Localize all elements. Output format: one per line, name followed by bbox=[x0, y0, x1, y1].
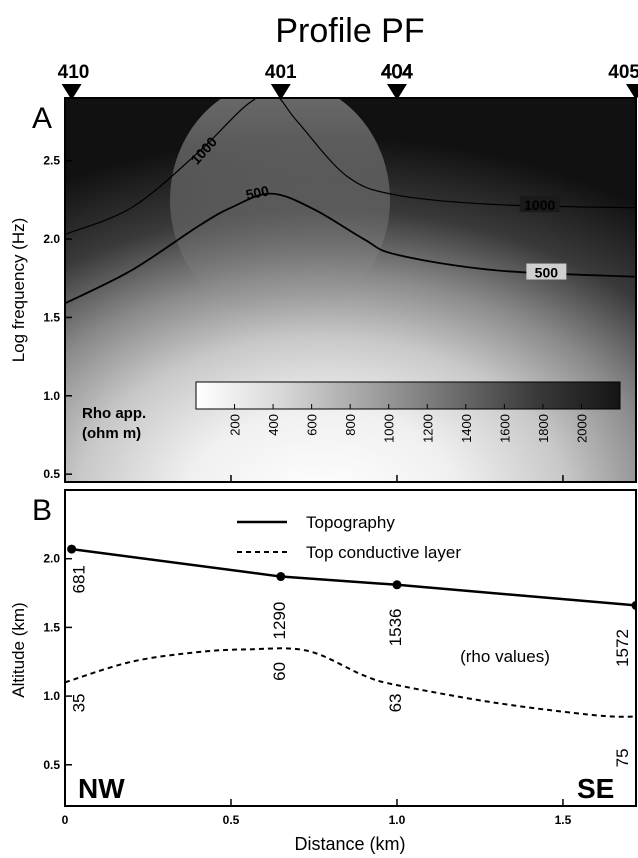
panel-a-letter: A bbox=[32, 102, 52, 135]
contour-label-1: 500 bbox=[244, 182, 270, 203]
contour-label-3: 500 bbox=[535, 265, 559, 281]
contour-label-bg-3 bbox=[526, 263, 567, 280]
colorbar-ticks: 200 400 600 800 1000 1200 1400 1600 1800 2000 bbox=[228, 404, 589, 443]
rho-topo-410: 681 bbox=[70, 565, 89, 593]
colorbar-tick-label-1800: 1800 bbox=[536, 414, 551, 443]
panel-a-y-label: Log frequency (Hz) bbox=[9, 218, 28, 363]
station-marker-3 bbox=[626, 84, 638, 100]
station-marker-1 bbox=[270, 84, 291, 100]
topography-point-0 bbox=[67, 544, 77, 554]
rho-layer-404: 63 bbox=[386, 693, 405, 712]
station-label-401: 401 bbox=[265, 62, 297, 83]
rho-topo-401: 1290 bbox=[270, 602, 289, 640]
colorbar-label-line1: Rho app. bbox=[82, 405, 146, 422]
panel-b-ytick-label-1: 1.0 bbox=[43, 689, 60, 703]
panel-b-xtick-label-3: 1.5 bbox=[555, 813, 572, 827]
contour-1000 bbox=[65, 98, 636, 235]
panel-b-x-ticks: 0 0.5 1.0 1.5 bbox=[62, 475, 572, 827]
panel-b-ytick-label-2: 1.5 bbox=[43, 620, 60, 634]
panel-b-x-label: Distance (km) bbox=[294, 834, 405, 854]
station-markers: 410 401 404 405 bbox=[58, 62, 638, 100]
nw-label: NW bbox=[78, 773, 125, 804]
figure-title: Profile PF bbox=[275, 12, 424, 50]
panel-b-letter: B bbox=[32, 494, 52, 527]
panel-b-frame bbox=[64, 489, 637, 807]
colorbar-ramp bbox=[195, 381, 621, 410]
colorbar-tick-label-1400: 1400 bbox=[459, 414, 474, 443]
station-label-410: 410 bbox=[58, 62, 90, 83]
panel-a-ytick-label-4: 2.5 bbox=[43, 154, 60, 168]
station-label-404: 404 bbox=[381, 62, 413, 83]
rho-topo-404: 1536 bbox=[386, 608, 405, 646]
colorbar-tick-label-2000: 2000 bbox=[574, 414, 589, 443]
profile-lines bbox=[65, 544, 636, 718]
colorbar-tick-label-200: 200 bbox=[228, 414, 243, 436]
panel-b-y-ticks: 0.5 1.0 1.5 2.0 bbox=[43, 552, 72, 772]
panel-a-ytick-label-0: 0.5 bbox=[43, 467, 60, 481]
colorbar-tick-label-1200: 1200 bbox=[420, 414, 435, 443]
rho-value-labels: 681 35 1290 60 1536 63 1572 75 bbox=[70, 565, 632, 767]
colorbar-tick-label-400: 400 bbox=[266, 414, 281, 436]
panel-b-y-label: Altitude (km) bbox=[9, 602, 28, 697]
panel-a: 1000 500 1000 500 0.5 1.0 1.5 2.0 2.5 A Log fre… bbox=[9, 97, 637, 483]
topography-point-2 bbox=[392, 580, 402, 590]
panel-b-ytick-label-3: 2.0 bbox=[43, 552, 60, 566]
topography-point-3 bbox=[631, 600, 636, 610]
panel-b-xtick-label-0: 0 bbox=[62, 813, 69, 827]
colorbar-tick-label-1000: 1000 bbox=[382, 414, 397, 443]
panel-b-xtick-label-1: 0.5 bbox=[223, 813, 240, 827]
topography-point-1 bbox=[276, 572, 286, 582]
station-label-405: 405 bbox=[608, 62, 638, 83]
series-topography bbox=[71, 547, 636, 607]
resistivity-peak-shading bbox=[170, 98, 390, 320]
se-label: SE bbox=[577, 773, 614, 804]
legend: Topography Top conductive layer bbox=[237, 513, 461, 562]
panel-a-ytick-label-3: 2.0 bbox=[43, 232, 60, 246]
rho-layer-405: 75 bbox=[613, 748, 632, 767]
panel-a-ytick-label-1: 1.0 bbox=[43, 389, 60, 403]
station-marker-0 bbox=[61, 84, 82, 100]
rho-layer-410: 35 bbox=[70, 693, 89, 712]
panel-b-ytick-label-0: 0.5 bbox=[43, 758, 60, 772]
station-marker-2 bbox=[386, 84, 407, 100]
rho-topo-405: 1572 bbox=[613, 629, 632, 667]
legend-topography: Topography bbox=[306, 513, 395, 532]
rho-values-annotation: (rho values) bbox=[460, 647, 550, 666]
colorbar-tick-label-800: 800 bbox=[343, 414, 358, 436]
panel-a-ytick-label-2: 1.5 bbox=[43, 310, 60, 324]
colorbar: 200 400 600 800 1000 1200 1400 1600 1800 2000 Rho… bbox=[82, 381, 621, 443]
contour-label-2: 1000 bbox=[524, 197, 555, 213]
contour-500 bbox=[65, 192, 636, 305]
panel-a-y-ticks: 0.5 1.0 1.5 2.0 2.5 bbox=[43, 154, 72, 481]
contour-label-bg-2 bbox=[519, 196, 560, 213]
series-top-conductive-layer bbox=[65, 647, 636, 718]
rho-layer-401: 60 bbox=[270, 662, 289, 681]
colorbar-tick-label-1600: 1600 bbox=[497, 414, 512, 443]
panel-a-frame bbox=[64, 97, 637, 483]
colorbar-label-line2: (ohm m) bbox=[82, 425, 141, 442]
colorbar-tick-label-600: 600 bbox=[305, 414, 320, 436]
legend-top-conductive-layer: Top conductive layer bbox=[306, 543, 461, 562]
panel-b: 0.51.01.52.0 0 0.5 1.0 1.5 6813512906015366… bbox=[9, 475, 637, 854]
panel-b-xtick-label-2: 1.0 bbox=[389, 813, 406, 827]
